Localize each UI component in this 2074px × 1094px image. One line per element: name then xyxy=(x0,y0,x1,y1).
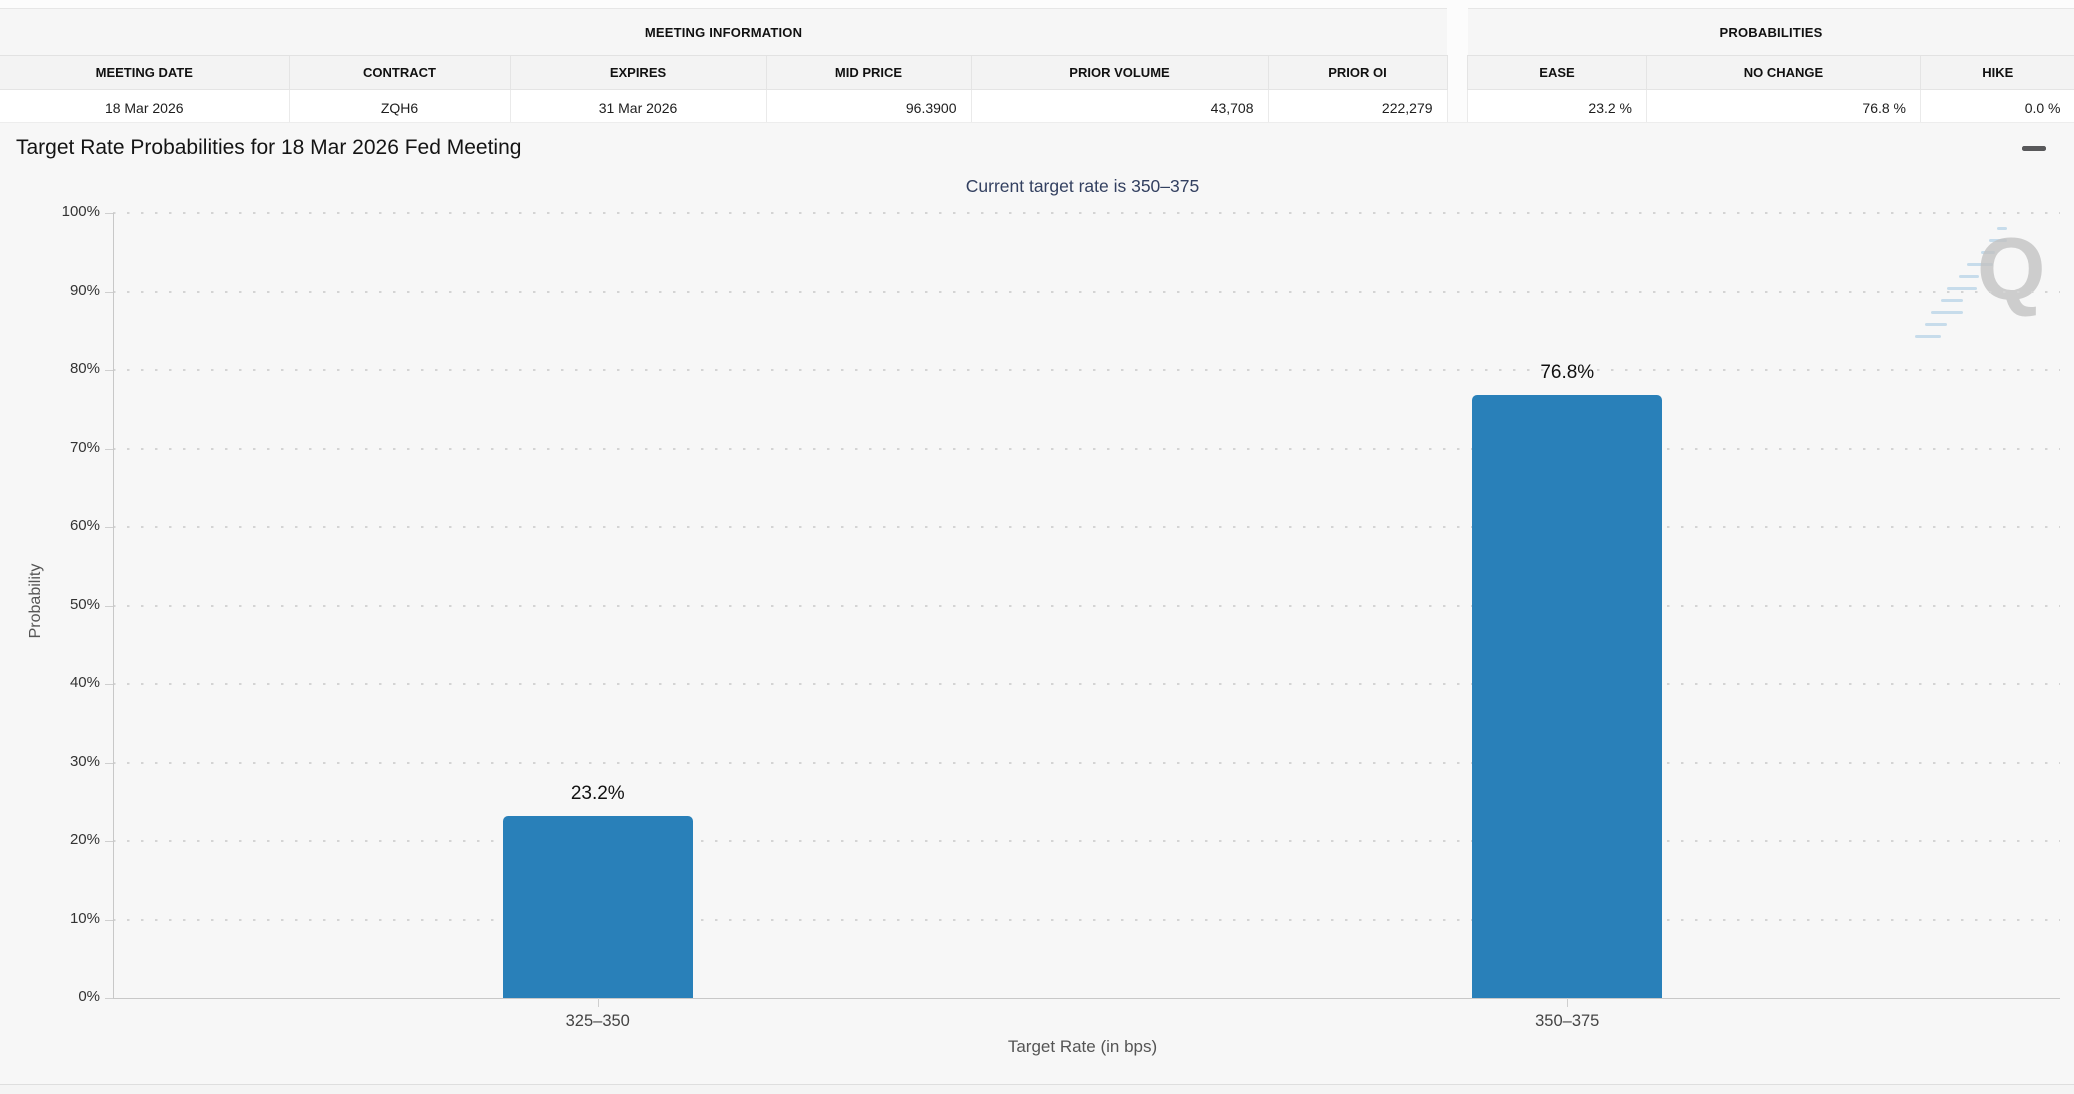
col-header-hike: HIKE xyxy=(1920,55,2074,90)
x-axis-tick xyxy=(597,998,599,1007)
y-tick-label: 10% xyxy=(69,909,100,927)
bar-value-label: 23.2% xyxy=(570,782,625,804)
y-axis-line xyxy=(113,213,114,998)
probability-bar[interactable] xyxy=(502,815,693,998)
plot-area: 0% 10% 20% 30% 40% 50% 60% 70% 80% 90% 100% 23.2% 32… xyxy=(0,123,2074,1084)
mid-price-value: 96.3900 xyxy=(765,89,972,126)
meeting-date-value: 18 Mar 2026 xyxy=(0,89,290,126)
ease-value: 23.2 % xyxy=(1467,89,1647,126)
gridline xyxy=(113,447,2060,450)
y-tick-label: 90% xyxy=(69,281,100,299)
gridline xyxy=(113,604,2060,607)
y-axis-title: Probability xyxy=(27,563,44,639)
col-header-expires: EXPIRES xyxy=(509,55,767,90)
meeting-information-table: MEETING INFORMATION MEETING DATE CONTRAC… xyxy=(0,8,1448,126)
probabilities-value-row: 23.2 % 76.8 % 0.0 % xyxy=(1467,89,2074,126)
col-header-contract: CONTRACT xyxy=(288,55,511,90)
meeting-information-value-row: 18 Mar 2026 ZQH6 31 Mar 2026 96.3900 43,… xyxy=(0,89,1448,126)
y-tick-label: 30% xyxy=(69,752,100,770)
chart-panel: Target Rate Probabilities for 18 Mar 202… xyxy=(0,122,2074,1085)
gridline xyxy=(113,918,2060,921)
y-tick-label: 100% xyxy=(61,203,100,220)
probabilities-header-row: EASE NO CHANGE HIKE xyxy=(1467,55,2074,90)
x-axis-tick xyxy=(1567,998,1569,1007)
probabilities-table: PROBABILITIES EASE NO CHANGE HIKE 23.2 %… xyxy=(1467,8,2074,126)
gridline xyxy=(113,526,2060,528)
expires-value: 31 Mar 2026 xyxy=(509,89,767,126)
hike-value: 0.0 % xyxy=(1920,89,2074,126)
x-tick-label: 325–350 xyxy=(565,1012,630,1030)
col-header-prior-volume: PRIOR VOLUME xyxy=(970,55,1269,90)
y-axis-tick xyxy=(105,841,113,842)
col-header-prior-oi: PRIOR OI xyxy=(1267,55,1448,90)
gridline xyxy=(113,369,2060,371)
y-tick-label: 0% xyxy=(78,988,100,1005)
gridline xyxy=(113,212,2060,214)
y-tick-label: 80% xyxy=(69,360,100,377)
y-axis-tick xyxy=(105,527,113,528)
col-header-ease: EASE xyxy=(1467,55,1647,90)
y-tick-label: 40% xyxy=(69,674,100,691)
y-tick-label: 60% xyxy=(69,517,100,534)
hamburger-menu-icon[interactable] xyxy=(2022,146,2046,168)
header-tables-strip: MEETING INFORMATION MEETING DATE CONTRAC… xyxy=(0,0,2074,126)
x-tick-label: 350–375 xyxy=(1535,1012,1600,1030)
col-header-no-change: NO CHANGE xyxy=(1646,55,1921,90)
y-tick-label: 50% xyxy=(69,595,100,613)
chart-title: Target Rate Probabilities for 18 Mar 202… xyxy=(16,136,522,159)
contract-value: ZQH6 xyxy=(288,89,511,126)
gridline xyxy=(113,290,2060,293)
y-axis-tick xyxy=(105,998,113,999)
y-axis-tick xyxy=(105,370,113,371)
prior-oi-value: 222,279 xyxy=(1267,89,1448,126)
hamburger-bar xyxy=(2022,146,2046,151)
col-header-mid-price: MID PRICE xyxy=(765,55,972,90)
probability-bar[interactable] xyxy=(1472,395,1663,998)
y-axis-tick xyxy=(105,291,113,293)
no-change-value: 76.8 % xyxy=(1646,89,1921,126)
bar-value-label: 76.8% xyxy=(1540,362,1595,384)
col-header-meeting-date: MEETING DATE xyxy=(0,55,290,90)
x-axis-line xyxy=(113,998,2060,999)
y-axis-tick xyxy=(105,684,113,685)
gridline xyxy=(113,840,2060,842)
gridline xyxy=(113,761,2060,764)
gridline xyxy=(113,683,2060,685)
prior-volume-value: 43,708 xyxy=(970,89,1269,126)
y-axis-tick xyxy=(105,448,113,450)
y-axis-tick xyxy=(105,762,113,764)
y-tick-label: 70% xyxy=(69,438,100,456)
meeting-information-header-row: MEETING DATE CONTRACT EXPIRES MID PRICE … xyxy=(0,55,1448,90)
meeting-information-title: MEETING INFORMATION xyxy=(0,8,1448,56)
x-axis-title: Target Rate (in bps) xyxy=(1007,1037,1158,1056)
y-axis-tick xyxy=(105,605,113,607)
y-axis-tick xyxy=(105,919,113,921)
current-target-rate-subtitle: Current target rate is 350–375 xyxy=(965,176,1200,196)
probabilities-title: PROBABILITIES xyxy=(1467,8,2074,56)
y-tick-label: 20% xyxy=(69,831,100,848)
y-axis-tick xyxy=(105,213,113,214)
